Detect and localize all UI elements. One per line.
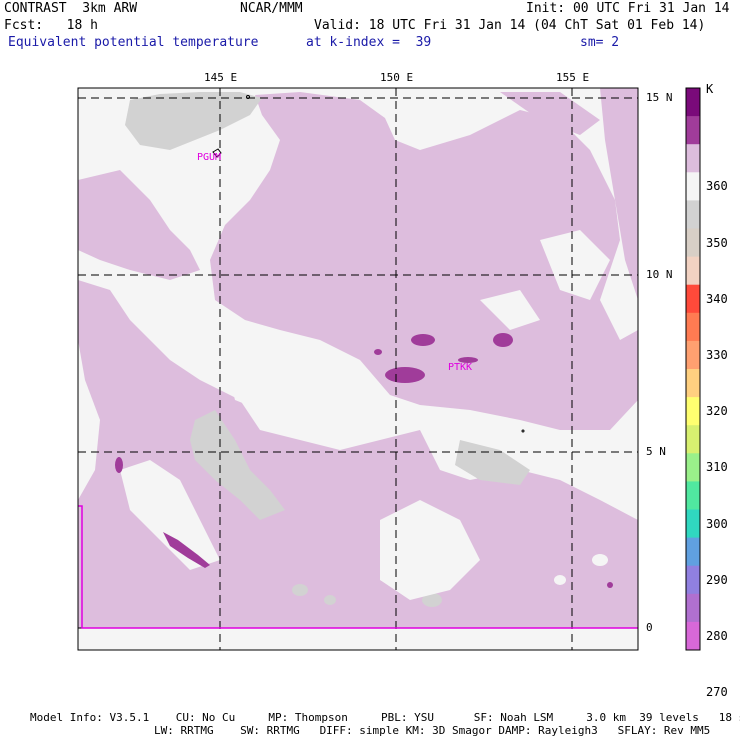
lon-label-155: 155 E <box>556 71 590 84</box>
level-info: at k-index = 39 <box>306 35 432 50</box>
lon-label-145: 145 E <box>204 71 238 84</box>
island-dot <box>246 95 250 99</box>
colorbar-label: 300 <box>706 516 728 531</box>
map-frame <box>77 87 639 651</box>
colorbar-swatch-light-orange <box>686 369 700 398</box>
colorbar-swatch-orange-red <box>686 312 700 342</box>
lat-label-15: 15 N <box>646 91 673 104</box>
purple-spot <box>458 357 478 363</box>
center-name: NCAR/MMM <box>240 1 303 16</box>
domain-boundary <box>78 505 638 629</box>
forecast-hour: Fcst: 18 h <box>4 18 98 33</box>
colorbar-label: 290 <box>706 572 728 587</box>
colorbar-unit: K <box>706 82 714 96</box>
colorbar-swatch-white <box>686 172 700 201</box>
purple-spot <box>385 367 425 383</box>
colorbar-swatch-purple <box>686 116 700 145</box>
colorbar-swatch-yellow <box>686 397 700 426</box>
colorbar-swatch-light-gray <box>686 200 700 229</box>
colorbar-swatch-red <box>686 284 700 314</box>
colorbar-swatch-dark-purple <box>686 88 700 117</box>
valid-time: Valid: 18 UTC Fri 31 Jan 14 (04 ChT Sat … <box>314 18 706 33</box>
model-info-line1: Model Info: V3.5.1 CU: No Cu MP: Thompso… <box>30 711 740 724</box>
colorbar-swatch-peach <box>686 256 700 286</box>
colorbar-swatch-teal <box>686 509 700 539</box>
colorbar-label: 270 <box>706 685 728 700</box>
guam-island-outline <box>212 148 222 158</box>
colorbar-frame <box>685 87 701 651</box>
colorbar-label: 330 <box>706 347 728 362</box>
theta-e-white-pockets <box>120 230 610 600</box>
colorbar-swatch-light-green <box>686 453 700 482</box>
theta-e-350-region <box>125 92 530 607</box>
purple-spot <box>374 349 382 355</box>
colorbar-swatch-green <box>686 481 700 510</box>
colorbar-swatch-violet <box>686 593 700 623</box>
purple-spot <box>493 333 513 347</box>
colorbar-label: 350 <box>706 235 728 250</box>
purple-streak <box>163 532 210 568</box>
lon-label-150: 150 E <box>380 71 414 84</box>
colorbar-label: 320 <box>706 404 728 419</box>
init-time: Init: 00 UTC Fri 31 Jan 14 <box>526 1 730 16</box>
island-dot <box>521 429 525 433</box>
lat-label-5: 5 N <box>646 445 666 458</box>
colorbar-swatch-light-purple <box>686 144 700 173</box>
colorbar-swatch-orange <box>686 340 700 370</box>
colorbar-label: 360 <box>706 179 728 194</box>
field-name: Equivalent potential temperature <box>8 35 259 50</box>
map-panel <box>77 87 701 651</box>
colorbar-swatch-tan <box>686 228 700 258</box>
model-name: CONTRAST 3km ARW <box>4 1 138 16</box>
station-label-ptkk: PTKK <box>448 362 473 373</box>
colorbar-swatch-magenta <box>686 621 700 651</box>
purple-spot <box>115 457 123 473</box>
colorbar-swatch-blue <box>686 537 700 567</box>
lat-label-0: 0 <box>646 621 653 634</box>
purple-spot <box>411 334 435 346</box>
colorbar-swatch-yellow-green <box>686 425 700 454</box>
model-info-line2: LW: RRTMG SW: RRTMG DIFF: simple KM: 3D … <box>154 724 711 737</box>
purple-spot <box>607 582 613 588</box>
lat-label-10: 10 N <box>646 268 673 281</box>
theta-e-360-region <box>78 88 638 628</box>
colorbar <box>685 87 701 651</box>
colorbar-swatch-blue-violet <box>686 565 700 595</box>
station-label-pgum: PGUM <box>197 152 222 163</box>
station-markers <box>212 95 525 433</box>
theta-e-high-spots <box>115 333 613 588</box>
colorbar-label: 340 <box>706 291 728 306</box>
colorbar-label: 280 <box>706 629 728 643</box>
smoothing-info: sm= 2 <box>580 35 620 50</box>
colorbar-label: 310 <box>706 460 728 475</box>
